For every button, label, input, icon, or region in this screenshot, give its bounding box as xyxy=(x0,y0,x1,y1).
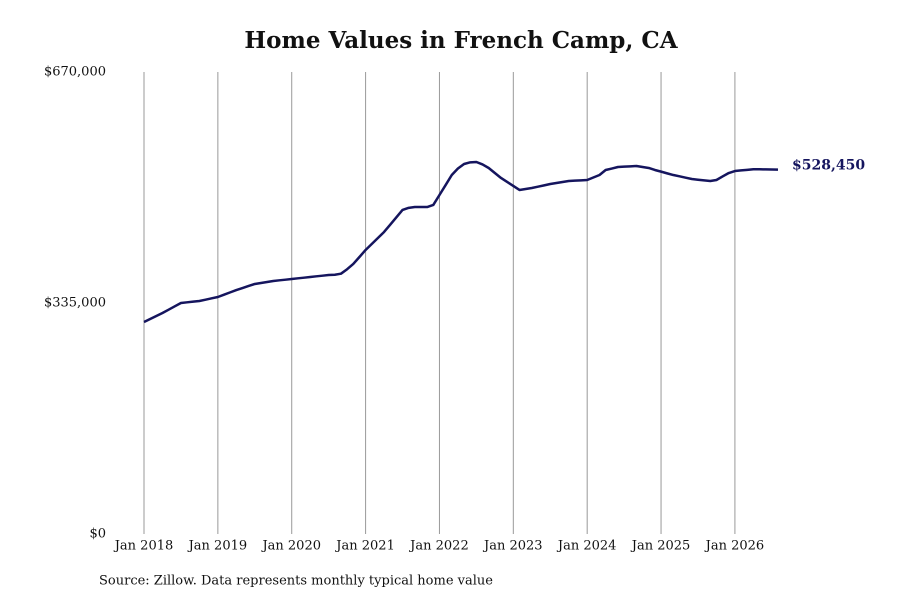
chart-title: Home Values in French Camp, CA xyxy=(244,27,678,54)
x-tick-label: Jan 2026 xyxy=(704,539,765,554)
end-value-label: $528,450 xyxy=(792,158,865,174)
x-tick-label: Jan 2019 xyxy=(187,539,248,554)
x-tick-label: Jan 2020 xyxy=(260,539,321,554)
x-tick-label: Jan 2023 xyxy=(482,539,543,554)
x-tick-label: Jan 2022 xyxy=(408,539,469,554)
line xyxy=(143,160,779,324)
y-tick-label: $670,000 xyxy=(44,65,106,80)
y-tick-label: $335,000 xyxy=(44,296,106,311)
x-tick-label: Jan 2025 xyxy=(630,539,691,554)
x-tick-label: Jan 2021 xyxy=(334,539,395,554)
source-note: Source: Zillow. Data represents monthly … xyxy=(99,574,493,589)
x-tick-label: Jan 2024 xyxy=(556,539,617,554)
y-tick-label: $0 xyxy=(89,527,106,542)
x-tick-label: Jan 2018 xyxy=(113,539,174,554)
